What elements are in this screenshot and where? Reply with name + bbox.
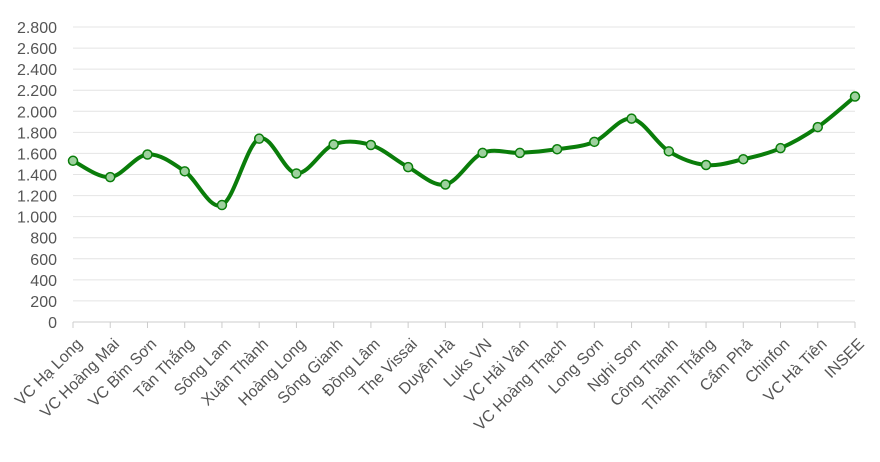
data-point[interactable] <box>402 161 414 173</box>
data-point[interactable] <box>589 136 600 148</box>
y-tick-label: 200 <box>30 294 57 311</box>
y-tick-label: 400 <box>30 273 57 290</box>
y-tick-label: 2.800 <box>17 20 57 37</box>
data-point[interactable] <box>328 139 339 150</box>
data-point[interactable] <box>365 139 377 151</box>
data-point[interactable] <box>514 147 526 159</box>
series-group <box>67 91 861 211</box>
data-point[interactable] <box>812 121 824 133</box>
y-tick-label: 1.600 <box>17 146 57 163</box>
data-point[interactable] <box>849 91 861 102</box>
y-tick-label: 1.400 <box>17 168 57 185</box>
data-point[interactable] <box>775 142 786 154</box>
y-tick-label: 0 <box>48 315 57 332</box>
data-point[interactable] <box>253 133 265 144</box>
y-tick-label: 600 <box>30 252 57 269</box>
y-tick-label: 2.600 <box>17 41 57 58</box>
y-tick-label: 2.000 <box>17 104 57 121</box>
data-point[interactable] <box>104 171 116 183</box>
y-tick-label: 1.800 <box>17 125 57 142</box>
data-point[interactable] <box>626 113 637 124</box>
y-tick-label: 800 <box>30 231 57 248</box>
y-axis: 0 200 400 600 800 1.000 1.200 1.400 1.600 1.800 2.… <box>17 20 57 332</box>
data-point[interactable] <box>738 153 749 165</box>
y-tick-label: 1.200 <box>17 189 57 206</box>
data-point[interactable] <box>142 149 153 160</box>
x-tick-label: INSEE <box>822 336 868 382</box>
y-tick-label: 2.200 <box>17 83 57 100</box>
y-tick-label: 2.400 <box>17 62 57 79</box>
data-point[interactable] <box>477 147 488 159</box>
data-point[interactable] <box>216 199 228 211</box>
data-point[interactable] <box>67 155 79 167</box>
data-point[interactable] <box>291 168 302 179</box>
data-point[interactable] <box>179 166 190 177</box>
data-point[interactable] <box>700 159 712 171</box>
data-point[interactable] <box>440 179 451 190</box>
grid-lines <box>73 26 855 302</box>
y-tick-label: 1.000 <box>17 210 57 227</box>
data-point[interactable] <box>663 146 675 157</box>
series-line <box>71 94 857 208</box>
data-point[interactable] <box>551 143 563 155</box>
